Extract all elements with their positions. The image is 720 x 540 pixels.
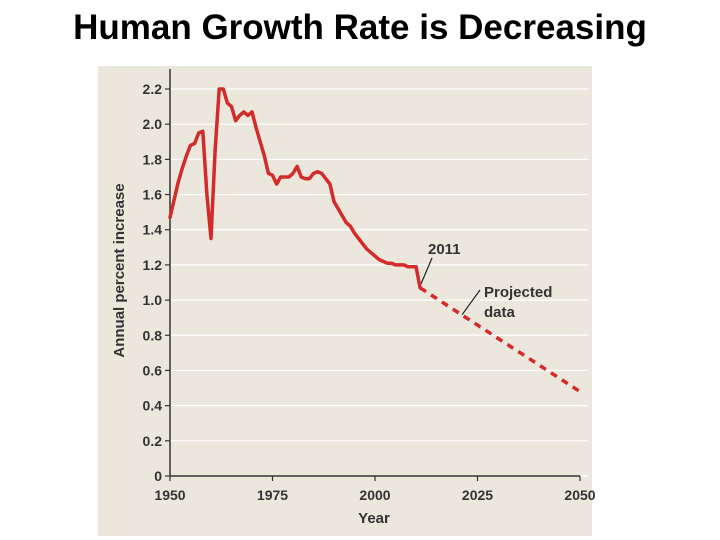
y-tick-label: 0.8 — [143, 327, 163, 343]
y-tick-label: 0 — [154, 468, 162, 484]
y-tick-label: 2.0 — [143, 116, 163, 132]
y-tick-label: 1.4 — [143, 222, 163, 238]
annotation-2011-leader — [420, 257, 433, 285]
annotation-projected-leader — [461, 289, 481, 316]
chart-panel — [98, 66, 592, 536]
slide-title: Human Growth Rate is Decreasing — [73, 8, 647, 47]
projected-series-line — [419, 286, 581, 394]
x-tick-label: 2025 — [462, 487, 493, 503]
y-tick-label: 0.2 — [143, 433, 163, 449]
y-axis-label: Annual percent increase — [111, 183, 128, 357]
y-tick-label: 1.2 — [143, 257, 163, 273]
x-axis-label: Year — [358, 510, 390, 527]
series-layer — [168, 87, 581, 394]
y-tick-label: 2.2 — [143, 81, 163, 97]
x-tick-label: 2050 — [564, 487, 595, 503]
x-tick-label: 1950 — [154, 487, 185, 503]
gridlines — [170, 88, 588, 477]
y-tick-label: 1.6 — [143, 187, 163, 203]
annotations: 2011 Projected data — [420, 241, 552, 321]
axes: 0 0.2 0.4 0.6 0.8 1.0 1.2 1.4 1.6 1.8 2.0 2.2 1950 19… — [111, 69, 596, 527]
annotation-projected: Projected data — [484, 284, 552, 321]
annotation-projected-line1: Projected — [484, 284, 552, 301]
annotation-2011: 2011 — [428, 241, 461, 258]
historical-series-line — [168, 87, 422, 290]
x-tick-label: 1975 — [257, 487, 288, 503]
y-tick-label: 1.0 — [143, 292, 163, 308]
y-tick-label: 0.6 — [143, 362, 163, 378]
y-tick-label: 1.8 — [143, 151, 163, 167]
x-tick-label: 2000 — [359, 487, 390, 503]
annotation-projected-line2: data — [484, 304, 516, 321]
y-tick-label: 0.4 — [143, 398, 163, 414]
